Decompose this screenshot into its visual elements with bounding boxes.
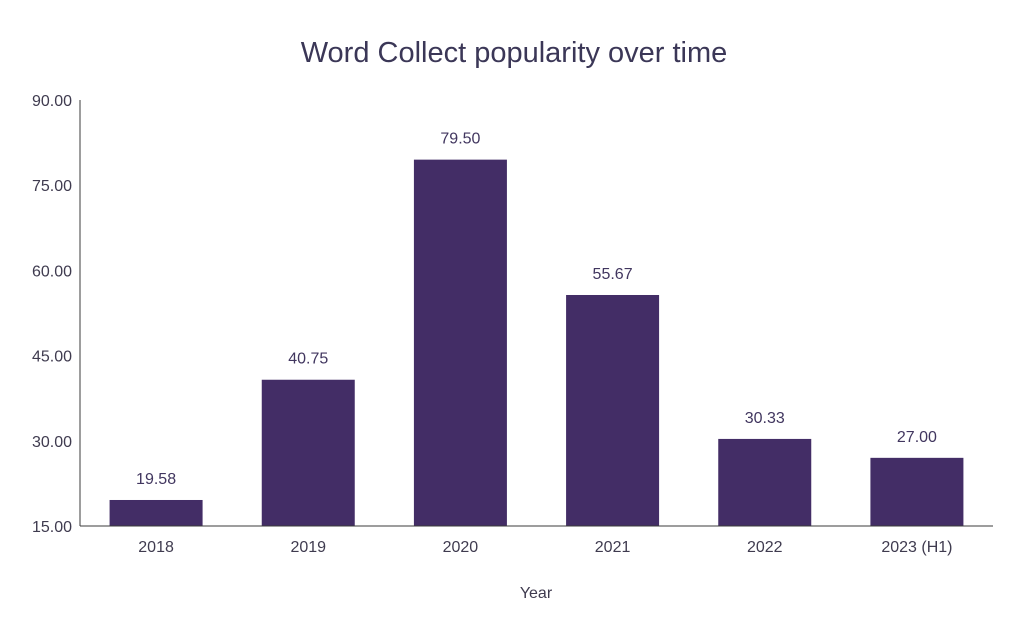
bar-value-label: 55.67 [593, 266, 633, 283]
bar [109, 499, 203, 526]
bar [870, 457, 964, 526]
x-axis-title: Year [520, 585, 553, 602]
y-axis-ticks: 15.00 30.00 45.00 60.00 75.00 90.00 [32, 93, 72, 536]
y-tick-label: 90.00 [32, 93, 72, 110]
x-tick-label: 2022 [747, 539, 783, 556]
x-tick-label: 2020 [443, 539, 479, 556]
bar [413, 159, 507, 526]
bars-group [109, 159, 964, 526]
bar [261, 379, 355, 526]
y-tick-label: 45.00 [32, 349, 72, 366]
bar [566, 294, 660, 526]
bar-value-label: 40.75 [288, 351, 328, 368]
chart-title: Word Collect popularity over time [301, 37, 728, 69]
x-tick-label: 2018 [138, 539, 174, 556]
bar [718, 438, 812, 526]
value-labels-group: 19.58 40.75 79.50 55.67 30.33 27.00 [136, 131, 937, 488]
y-tick-label: 15.00 [32, 519, 72, 536]
bar-value-label: 27.00 [897, 429, 937, 446]
y-tick-label: 60.00 [32, 263, 72, 280]
bar-value-label: 79.50 [440, 131, 480, 148]
y-tick-label: 30.00 [32, 434, 72, 451]
y-tick-label: 75.00 [32, 178, 72, 195]
bar-value-label: 30.33 [745, 410, 785, 427]
bar-value-label: 19.58 [136, 471, 176, 488]
x-tick-label: 2023 (H1) [881, 539, 952, 556]
x-axis-ticks: 2018 2019 2020 2021 2022 2023 (H1) [138, 539, 952, 556]
x-tick-label: 2019 [290, 539, 326, 556]
x-tick-label: 2021 [595, 539, 631, 556]
